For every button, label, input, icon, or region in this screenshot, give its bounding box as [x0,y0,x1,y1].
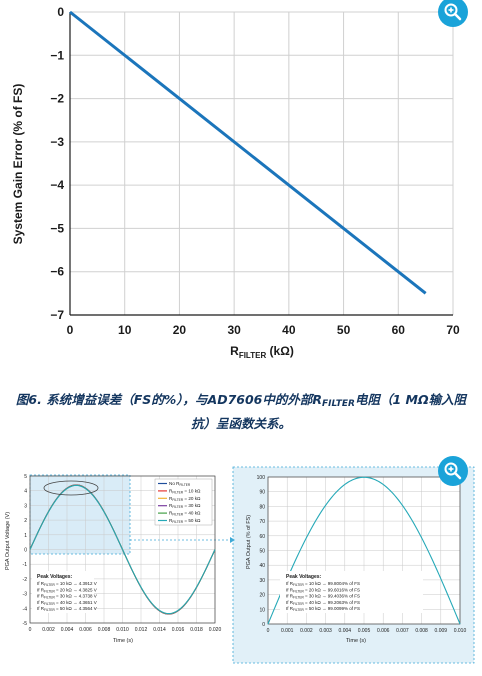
x-tick-label: 0.006 [79,627,92,633]
x-tick-label: 20 [173,323,187,337]
x-tick-label: 0.014 [153,627,166,633]
y-tick-label: 4 [24,489,27,495]
y-axis-label: System Gain Error (% of FS) [11,84,25,245]
x-tick-label: 0 [29,627,32,633]
left-x-axis-label: Time (s) [113,638,133,644]
x-tick-label: 50 [337,323,351,337]
x-tick-label: 0.010 [454,628,467,634]
x-tick-label: 0 [267,628,270,634]
x-tick-label: 10 [118,323,132,337]
x-tick-label: 0.001 [281,628,294,634]
y-tick-label: 20 [259,593,265,599]
y-tick-label: 100 [257,475,266,481]
y-tick-label: 60 [259,534,265,540]
x-tick-label: 0.018 [190,627,203,633]
figure-caption: 图6. 系统增益误差（FS的%），与AD7606中的外部RFILTER电阻（1 … [15,392,467,431]
annotation-line: If RFILTER = 10 kΩ → 4.3912 V [37,581,97,587]
y-tick-label: −5 [50,221,64,235]
y-tick-label: 0 [57,5,64,19]
legend-label: RFILTER = 40 kΩ [169,511,201,517]
y-tick-label: −2 [50,92,64,106]
y-tick-label: -3 [23,592,28,598]
gain-error-chart: 0 10 20 30 40 50 60 70 0 −1 −2 −3 −4 −5 −6 −7 System Ga… [11,5,460,360]
zoom-in-icon [444,3,462,21]
x-tick-label: 30 [227,323,241,337]
annotation-title: Peak Voltages: [286,574,322,580]
x-tick-label: 0.004 [61,627,74,633]
y-tick-label: 10 [259,607,265,613]
y-tick-label: -1 [23,562,28,568]
left-y-axis-label: PGA Output Voltage (V) [5,512,11,570]
annotation-line: If RFILTER = 30 kΩ → 4.3738 V [37,594,97,600]
annotation-line: If RFILTER = 50 kΩ → 99.0099% of FS [286,606,360,612]
y-tick-label: −3 [50,135,64,149]
zoom-in-icon [444,462,462,480]
legend-label: No RFILTER [169,481,191,487]
x-tick-label: 0.009 [435,628,448,634]
annotation-line: If RFILTER = 20 kΩ → 4.3825 V [37,587,97,593]
y-tick-label: 2 [24,518,27,524]
pga-output-figure: 0 0.002 0.004 0.006 0.008 0.010 0.012 0.014 0.01… [5,466,475,664]
y-tick-label: 0 [262,622,265,628]
legend-label: RFILTER = 50 kΩ [169,518,201,524]
gain-error-line [69,10,427,295]
zoom-in-button-2[interactable] [438,456,468,486]
right-y-axis-label: PGA Output (% of FS) [246,515,252,569]
annotation-box [280,571,423,613]
y-tick-label: 0 [24,548,27,554]
y-tick-label: 5 [24,474,27,480]
annotation-line: If RFILTER = 30 kΩ → 99.4036% of FS [286,594,360,600]
y-tick-label: −4 [50,178,64,192]
legend-label: RFILTER = 20 kΩ [169,496,201,502]
y-tick-label: 30 [259,578,265,584]
x-tick-label: 0.020 [209,627,222,633]
right-x-axis-label: Time (s) [346,638,366,644]
y-tick-label: −1 [50,48,64,62]
x-tick-label: 0.008 [415,628,428,634]
y-tick-label: 3 [24,503,27,509]
zoom-in-button[interactable] [438,0,468,27]
y-tick-label: 50 [259,549,265,555]
x-tick-label: 0.012 [135,627,148,633]
x-tick-label: 0.002 [42,627,55,633]
legend-box [154,478,213,526]
x-tick-label: 0.008 [98,627,111,633]
annotation-line: If RFILTER = 50 kΩ → 4.3564 V [37,606,97,612]
pga-output-series [29,484,216,615]
annotation-line: If RFILTER = 10 kΩ → 99.8004% of FS [286,581,360,587]
x-axis-label: RFILTER (kΩ) [230,344,294,360]
annotation-line: If RFILTER = 40 kΩ → 99.2063% of FS [286,600,360,606]
y-tick-label: 70 [259,519,265,525]
y-tick-label: 40 [259,563,265,569]
x-tick-label: 0.007 [396,628,409,634]
x-tick-label: 0 [67,323,74,337]
x-tick-label: 70 [446,323,460,337]
x-tick-label: 40 [282,323,296,337]
y-tick-label: 80 [259,504,265,510]
x-tick-label: 0.002 [300,628,313,634]
x-tick-label: 0.005 [358,628,371,634]
annotation-box [32,571,94,613]
y-tick-label: 90 [259,490,265,496]
legend-label: RFILTER = 10 kΩ [169,488,201,494]
pga-percent-series [267,476,461,625]
x-tick-label: 60 [392,323,406,337]
x-tick-label: 0.006 [377,628,390,634]
annotation-line: If RFILTER = 20 kΩ → 99.6016% of FS [286,587,360,593]
x-tick-label: 0.003 [319,628,332,634]
legend-label: RFILTER = 30 kΩ [169,503,201,509]
y-tick-label: −7 [50,308,64,322]
y-tick-label: -2 [23,577,28,583]
annotation-title: Peak Voltages: [37,574,73,580]
y-tick-label: 1 [24,533,27,539]
y-tick-label: -5 [23,621,28,627]
y-tick-label: −6 [50,265,64,279]
annotation-line: If RFILTER = 40 kΩ → 4.3651 V [37,600,97,606]
x-tick-label: 0.010 [116,627,129,633]
y-tick-label: -4 [23,606,28,612]
x-tick-label: 0.016 [172,627,185,633]
x-tick-label: 0.004 [339,628,352,634]
